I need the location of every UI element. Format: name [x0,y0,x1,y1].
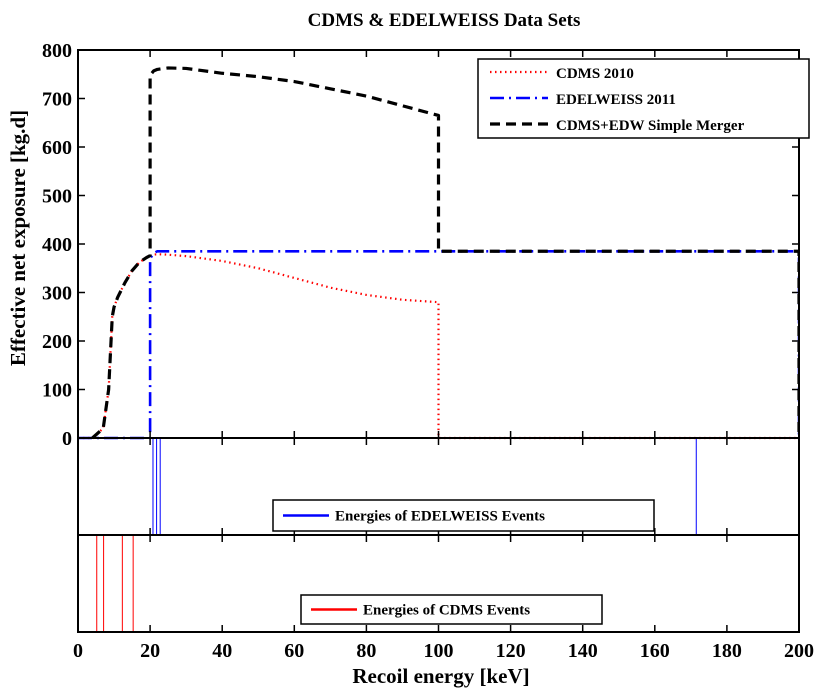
y-tick-label-7: 700 [42,89,72,111]
x-tick-label-3: 60 [284,640,304,662]
y-tick-label-4: 400 [42,234,72,256]
x-tick-label-1: 20 [140,640,160,662]
chart-title: CDMS & EDELWEISS Data Sets [308,10,581,31]
event-legend-label-1: Energies of CDMS Events [363,603,530,619]
x-tick-label-10: 200 [784,640,814,662]
x-tick-label-5: 100 [424,640,454,662]
y-tick-label-5: 500 [42,186,72,208]
y-tick-label-2: 200 [42,331,72,353]
x-tick-label-8: 160 [640,640,670,662]
y-tick-label-1: 100 [42,380,72,402]
series-line-0 [78,253,799,440]
series-line-2 [91,66,799,440]
y-tick-label-8: 800 [42,40,72,62]
event-legend-box-0 [272,499,655,532]
y-tick-label-3: 300 [42,283,72,305]
x-tick-label-0: 0 [73,640,83,662]
legend-box [477,58,810,139]
y-axis-label: Effective net exposure [kg.d] [6,110,30,366]
y-tick-label-6: 600 [42,137,72,159]
x-tick-label-7: 140 [568,640,598,662]
x-tick-label-6: 120 [496,640,526,662]
y-tick-label-0: 0 [62,428,72,450]
x-tick-label-4: 80 [356,640,376,662]
x-tick-label-9: 180 [712,640,742,662]
legend-label-2: CDMS+EDW Simple Merger [556,118,745,134]
event-legend-label-0: Energies of EDELWEISS Events [335,509,545,525]
series-line-1 [78,249,799,440]
legend-label-0: CDMS 2010 [556,66,634,82]
x-axis-label: Recoil energy [keV] [352,664,529,688]
legend-label-1: EDELWEISS 2011 [556,92,676,108]
x-tick-label-2: 40 [212,640,232,662]
